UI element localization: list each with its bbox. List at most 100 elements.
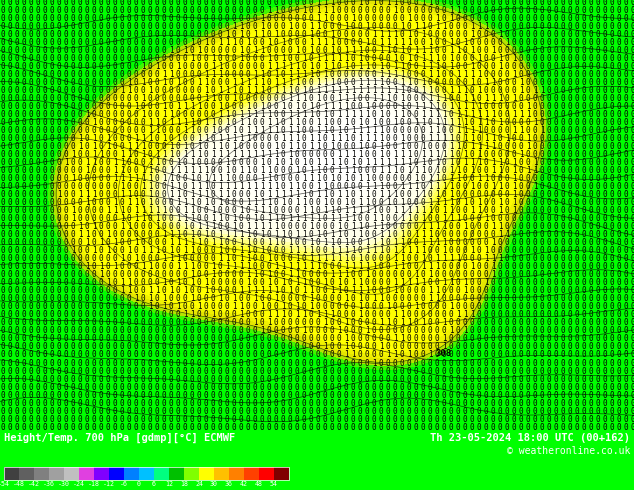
Text: 1: 1	[421, 62, 425, 71]
Text: 0: 0	[36, 230, 41, 239]
Text: 0: 0	[330, 126, 334, 135]
Text: 0: 0	[372, 302, 377, 311]
Text: 0: 0	[603, 94, 607, 103]
Text: 0: 0	[127, 270, 131, 279]
Point	[0, 427, 5, 435]
Text: 0: 0	[224, 78, 230, 87]
Text: 0: 0	[204, 158, 209, 167]
Text: 0: 0	[463, 174, 467, 183]
Text: 0: 0	[449, 246, 453, 255]
Text: 1: 1	[267, 182, 271, 191]
Text: 0: 0	[589, 0, 593, 6]
Text: 0: 0	[29, 278, 34, 287]
Text: 0: 0	[491, 70, 495, 79]
Text: 0: 0	[435, 343, 439, 351]
Text: 0: 0	[253, 383, 257, 392]
Text: 0: 0	[85, 206, 89, 215]
Text: 0: 0	[49, 46, 55, 55]
Text: 0: 0	[42, 182, 48, 191]
Text: 0: 0	[267, 158, 271, 167]
Text: 0: 0	[610, 350, 614, 360]
Text: 0: 0	[176, 142, 180, 151]
Text: 0: 0	[183, 110, 187, 119]
Text: 0: 0	[15, 399, 19, 408]
Text: 0: 0	[106, 70, 110, 79]
Text: 0: 0	[238, 62, 243, 71]
Text: 1: 1	[253, 286, 257, 295]
Text: 0: 0	[56, 102, 61, 111]
Text: 0: 0	[29, 0, 34, 6]
Text: 0: 0	[190, 29, 194, 39]
Text: 0: 0	[631, 214, 634, 223]
Text: 0: 0	[274, 14, 278, 23]
Text: 0: 0	[204, 310, 209, 319]
Text: 1: 1	[477, 198, 481, 207]
Text: 0: 0	[169, 198, 173, 207]
Text: 1: 1	[406, 246, 411, 255]
Text: 0: 0	[505, 46, 509, 55]
Text: 1: 1	[323, 278, 327, 287]
Text: 0: 0	[316, 302, 320, 311]
Text: 0: 0	[63, 222, 68, 231]
Text: 0: 0	[29, 343, 34, 351]
Text: 0: 0	[8, 29, 12, 39]
Text: 0: 0	[421, 343, 425, 351]
Text: 0: 0	[512, 399, 516, 408]
Text: 0: 0	[56, 38, 61, 47]
Text: 0: 0	[477, 254, 481, 263]
Text: 1: 1	[106, 230, 110, 239]
Text: 0: 0	[526, 415, 530, 424]
Text: 1: 1	[85, 110, 89, 119]
Text: 0: 0	[49, 166, 55, 175]
Text: 0: 0	[477, 238, 481, 247]
Text: 1: 1	[231, 150, 236, 159]
Text: 0: 0	[540, 142, 545, 151]
Text: 0: 0	[274, 174, 278, 183]
Text: 1: 1	[372, 246, 377, 255]
Text: 1: 1	[309, 142, 313, 151]
Text: 0: 0	[253, 62, 257, 71]
Text: 1: 1	[155, 222, 159, 231]
Text: 0: 0	[567, 286, 573, 295]
Text: 0: 0	[78, 326, 82, 336]
Text: 0: 0	[540, 294, 545, 303]
Text: 0: 0	[120, 134, 124, 143]
Text: 0: 0	[540, 391, 545, 400]
Text: 0: 0	[505, 206, 509, 215]
Text: 1: 1	[253, 70, 257, 79]
Text: 1: 1	[414, 230, 418, 239]
Text: 0: 0	[49, 29, 55, 39]
Text: 0: 0	[624, 142, 628, 151]
Text: 0: 0	[267, 134, 271, 143]
Text: 0: 0	[581, 142, 586, 151]
Text: 0: 0	[631, 230, 634, 239]
Text: 0: 0	[399, 118, 404, 127]
Text: 0: 0	[56, 383, 61, 392]
Text: 1: 1	[260, 174, 264, 183]
Text: 0: 0	[217, 286, 223, 295]
Text: 0: 0	[567, 246, 573, 255]
Text: 1: 1	[260, 326, 264, 336]
Text: 0: 0	[477, 46, 481, 55]
Text: 0: 0	[246, 391, 250, 400]
Text: 0: 0	[519, 343, 523, 351]
Text: 0: 0	[610, 407, 614, 416]
Text: 0: 0	[617, 335, 621, 343]
Text: 1: 1	[344, 198, 348, 207]
Text: 1: 1	[176, 102, 180, 111]
Text: 0: 0	[134, 383, 138, 392]
Text: 0: 0	[428, 246, 432, 255]
Text: 0: 0	[99, 326, 103, 336]
Text: 0: 0	[498, 142, 502, 151]
Text: 0: 0	[183, 62, 187, 71]
Text: 0: 0	[406, 86, 411, 95]
Text: 0: 0	[190, 374, 194, 384]
Text: 0: 0	[92, 94, 96, 103]
Text: 0: 0	[567, 62, 573, 71]
Text: 0: 0	[99, 46, 103, 55]
Text: 0: 0	[29, 78, 34, 87]
Text: 0: 0	[155, 383, 159, 392]
Text: 0: 0	[519, 102, 523, 111]
Text: 0: 0	[456, 399, 460, 408]
Text: 0: 0	[344, 399, 348, 408]
